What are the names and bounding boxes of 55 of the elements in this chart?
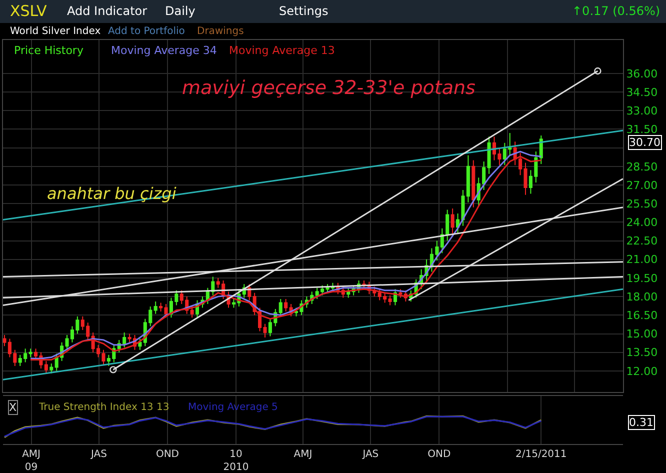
y-tick-label: 33.00 bbox=[626, 104, 658, 118]
candlestick bbox=[472, 160, 476, 208]
y-tick-label: 15.00 bbox=[626, 328, 658, 341]
candlestick bbox=[154, 301, 158, 314]
text: Moving Average 34 bbox=[111, 44, 217, 57]
candlestick bbox=[487, 136, 491, 174]
y-tick-label: 28.50 bbox=[626, 160, 658, 174]
y-tick-label: 12.00 bbox=[626, 364, 658, 378]
text: 30.70 bbox=[629, 136, 660, 149]
candlestick bbox=[388, 294, 392, 306]
y-tick-label: 31.50 bbox=[626, 123, 658, 136]
candlestick bbox=[190, 306, 194, 318]
text: Add to Portfolio bbox=[108, 26, 185, 37]
series-label: True Strength Index 13 13 bbox=[38, 402, 170, 413]
text: Settings bbox=[279, 4, 328, 18]
text: ↑0.17 (0.56%) bbox=[572, 4, 660, 18]
candlestick bbox=[398, 288, 402, 298]
candlestick bbox=[44, 360, 48, 374]
x-tick-label: AMJ 09 bbox=[22, 449, 40, 473]
candlestick bbox=[28, 348, 32, 358]
text: Drawings bbox=[197, 26, 244, 37]
text: Daily bbox=[165, 4, 196, 18]
candlestick bbox=[284, 298, 288, 312]
y-tick-label: 19.50 bbox=[626, 272, 658, 285]
chart-subtitle: World Silver Index bbox=[10, 26, 101, 37]
text: Moving Average 13 bbox=[229, 44, 335, 57]
y-tick-label: 16.50 bbox=[626, 309, 658, 322]
chart-title: XSLV bbox=[10, 2, 48, 20]
y-tick-label: 27.00 bbox=[626, 178, 658, 192]
y-tick-label: 21.00 bbox=[626, 253, 658, 266]
x-tick-label: 2/15/2011 bbox=[515, 449, 567, 460]
text: Price History bbox=[14, 44, 84, 57]
y-tick-label: 22.50 bbox=[626, 234, 658, 248]
x-tick-label: AMJ bbox=[294, 449, 312, 460]
y-tick-label: 34.50 bbox=[626, 86, 658, 99]
y-tick-label: 36.00 bbox=[626, 67, 658, 80]
text: 0.31 bbox=[629, 416, 654, 429]
candlestick bbox=[50, 362, 54, 374]
text: X bbox=[9, 401, 17, 414]
x-tick-label: JAS bbox=[362, 449, 379, 460]
candlestick bbox=[450, 208, 454, 234]
candlestick bbox=[138, 338, 142, 350]
candlestick bbox=[278, 298, 282, 317]
x-tick-label: OND bbox=[156, 449, 180, 460]
x-tick-label: 10 2010 bbox=[223, 449, 249, 473]
y-tick-label: 24.00 bbox=[626, 216, 658, 230]
y-tick-label: 25.50 bbox=[626, 197, 658, 210]
y-tick-label: 13.50 bbox=[626, 346, 658, 360]
candlestick bbox=[539, 134, 543, 164]
annotation: maviyi geçerse 32-33'e potans bbox=[182, 77, 476, 99]
series-label: Moving Average 5 bbox=[188, 402, 278, 413]
y-tick-label: 18.00 bbox=[626, 290, 658, 304]
x-tick-label: OND bbox=[428, 449, 451, 460]
text: Add Indicator bbox=[67, 4, 148, 18]
x-tick-label: JAS bbox=[90, 449, 107, 460]
